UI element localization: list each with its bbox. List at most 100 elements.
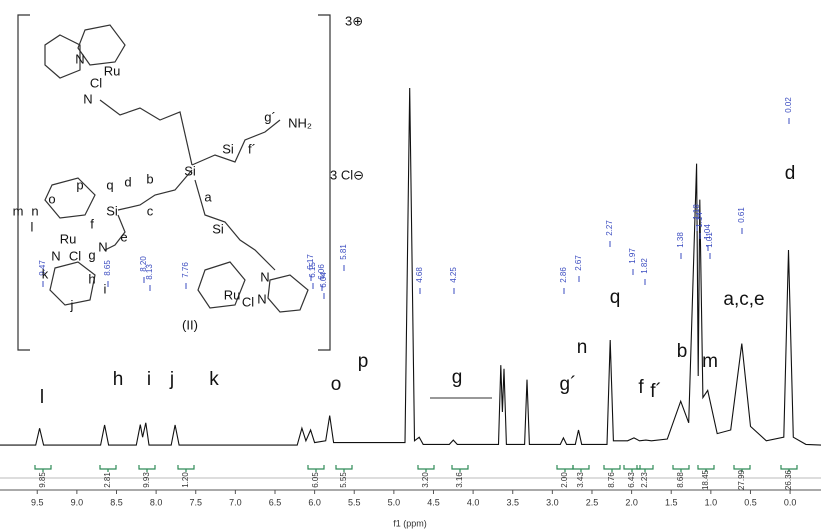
integral-label: 2.00 bbox=[560, 472, 569, 488]
x-tick-label: 4.0 bbox=[467, 497, 480, 507]
integral-label: 2.81 bbox=[103, 472, 112, 488]
x-tick-label: 2.0 bbox=[625, 497, 638, 507]
structure-label: N bbox=[51, 248, 60, 263]
structure-label: e bbox=[120, 229, 127, 244]
structure-label: Cl bbox=[69, 248, 81, 263]
peak-letter: m bbox=[702, 351, 718, 372]
integral-label: 27.99 bbox=[737, 469, 746, 490]
peak-letter: g´ bbox=[560, 374, 577, 395]
structure-label: b bbox=[146, 171, 153, 186]
peak-letter: a,c,e bbox=[723, 289, 764, 310]
integral-bracket bbox=[604, 465, 620, 472]
x-axis-label: f1 (ppm) bbox=[393, 518, 427, 528]
peak-letter: b bbox=[677, 341, 688, 362]
peak-letter: n bbox=[577, 337, 588, 358]
structure-label: N bbox=[83, 91, 92, 106]
integral-bracket bbox=[308, 465, 324, 472]
integral-label: 9.93 bbox=[142, 472, 151, 488]
structure-label: g´ bbox=[264, 109, 276, 124]
peak-pick-label: 1.01 bbox=[705, 232, 714, 248]
structure-label: N bbox=[257, 291, 266, 306]
integral-label: 3.16 bbox=[455, 472, 464, 488]
peak-pick-label: 1.82 bbox=[640, 258, 649, 274]
integral-bracket bbox=[178, 465, 194, 472]
structure-label: N bbox=[98, 239, 107, 254]
peak-pick-label: 5.81 bbox=[339, 244, 348, 260]
integral-label: 6.05 bbox=[311, 472, 320, 488]
peak-letter: l bbox=[40, 387, 44, 408]
peak-pick-label: 8.13 bbox=[145, 264, 154, 280]
peak-pick-label: 6.15 bbox=[308, 262, 317, 278]
structure-label: q bbox=[106, 177, 113, 192]
x-tick-label: 9.0 bbox=[71, 497, 84, 507]
x-tick-label: 6.5 bbox=[269, 497, 282, 507]
structure-label: i bbox=[104, 281, 107, 296]
counterion: 3 Cl⊖ bbox=[330, 167, 364, 182]
structure-label: NH₂ bbox=[288, 115, 312, 130]
integral-label: 1.20 bbox=[181, 472, 190, 488]
structure-label: Si bbox=[184, 163, 196, 178]
integral-bracket bbox=[35, 465, 51, 472]
integral-bracket bbox=[557, 465, 573, 472]
integral-label: 8.68 bbox=[676, 472, 685, 488]
integral-label: 3.43 bbox=[576, 472, 585, 488]
structure-label: a bbox=[204, 189, 212, 204]
charge: 3⊕ bbox=[345, 13, 363, 28]
integral-bracket bbox=[418, 465, 434, 472]
peak-pick-label: 8.65 bbox=[103, 260, 112, 276]
x-tick-label: 7.0 bbox=[229, 497, 242, 507]
integral-bracket bbox=[573, 465, 589, 472]
x-tick-label: 9.5 bbox=[31, 497, 44, 507]
peak-pick-label: 6.04 bbox=[319, 272, 328, 288]
peak-letter: h bbox=[113, 369, 124, 390]
peak-pick-label: 2.67 bbox=[574, 255, 583, 271]
structure-label: Ru bbox=[104, 63, 121, 78]
x-tick-label: 3.0 bbox=[546, 497, 559, 507]
integral-label: 6.43 bbox=[627, 472, 636, 488]
x-tick-label: 5.5 bbox=[348, 497, 361, 507]
integral-bracket bbox=[336, 465, 352, 472]
integral-bracket bbox=[139, 465, 155, 472]
compound-label: (II) bbox=[182, 317, 198, 332]
structure-label: N bbox=[75, 51, 84, 66]
integral-label: 3.20 bbox=[421, 472, 430, 488]
x-tick-label: 8.0 bbox=[150, 497, 163, 507]
peak-pick-label: 0.61 bbox=[737, 207, 746, 223]
integral-label: 26.36 bbox=[784, 469, 793, 490]
peak-pick-label: 1.97 bbox=[628, 248, 637, 264]
peak-letter: k bbox=[209, 369, 219, 390]
structure-label: d bbox=[124, 174, 131, 189]
x-tick-label: 3.5 bbox=[506, 497, 519, 507]
x-tick-label: 0.5 bbox=[744, 497, 757, 507]
peak-letter: d bbox=[785, 163, 796, 184]
peak-pick-label: 2.27 bbox=[605, 220, 614, 236]
structure-label: n bbox=[31, 203, 38, 218]
structure-label: f´ bbox=[248, 141, 256, 156]
peak-pick-label: 0.02 bbox=[784, 97, 793, 113]
structure-label: l bbox=[31, 219, 34, 234]
structure-label: Si bbox=[212, 221, 224, 236]
structure-label: Cl bbox=[242, 294, 254, 309]
integral-bracket bbox=[673, 465, 689, 472]
structure-label: o bbox=[48, 191, 55, 206]
structure-label: p bbox=[76, 177, 83, 192]
peak-pick-label: 7.76 bbox=[181, 262, 190, 278]
integral-label: 2.23 bbox=[640, 472, 649, 488]
structure-label: j bbox=[70, 297, 74, 312]
x-tick-label: 1.5 bbox=[665, 497, 678, 507]
structure-label: g bbox=[88, 247, 95, 262]
integral-bracket bbox=[452, 465, 468, 472]
integral-label: 5.55 bbox=[339, 472, 348, 488]
structure-label: Ru bbox=[224, 287, 241, 302]
structure-label: Cl bbox=[90, 75, 102, 90]
peak-letter: q bbox=[610, 287, 621, 308]
structure-label: N bbox=[260, 269, 269, 284]
x-tick-label: 7.5 bbox=[189, 497, 202, 507]
integral-bracket bbox=[100, 465, 116, 472]
structure-label: f bbox=[90, 216, 94, 231]
structure-label: k bbox=[42, 266, 49, 281]
peak-letter: f´ bbox=[650, 381, 662, 402]
peak-letter: j bbox=[169, 369, 174, 390]
structure-label: Ru bbox=[60, 231, 77, 246]
peak-pick-label: 4.25 bbox=[449, 267, 458, 283]
